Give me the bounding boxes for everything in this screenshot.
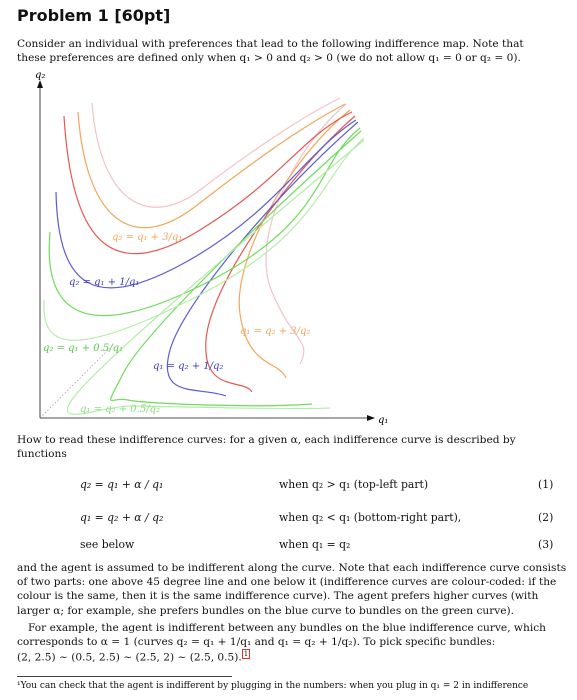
x-axis-arrow bbox=[367, 415, 375, 421]
light-green-lower-curve bbox=[66, 139, 365, 415]
y-axis-arrow bbox=[37, 80, 43, 88]
equation-3-condition: when q₁ = q₂ bbox=[279, 538, 351, 551]
intro-line-2: these preferences are defined only when … bbox=[17, 52, 521, 65]
red-upper-curve bbox=[63, 111, 353, 255]
equation-2-formula: q₁ = q₂ + α / q₂ bbox=[80, 511, 164, 524]
y-axis-label: q₂ bbox=[35, 70, 45, 81]
body-line-4: larger α; for example, she prefers bundl… bbox=[17, 604, 515, 617]
footnote-link[interactable]: 1 bbox=[241, 649, 251, 660]
orange-upper-curve bbox=[77, 103, 346, 229]
green-upper-curve bbox=[48, 127, 361, 316]
example-line-3: (2, 2.5) ~ (0.5, 2.5) ~ (2.5, 2) ~ (2.5,… bbox=[17, 649, 562, 665]
equation-2-number: (2) bbox=[538, 511, 554, 524]
equation-3-formula: see below bbox=[80, 538, 135, 551]
intro-line-1: Consider an individual with preferences … bbox=[17, 38, 524, 50]
how-to-read-line-1: How to read these indifference curves: f… bbox=[17, 434, 516, 446]
blue-lower-curve bbox=[166, 121, 359, 397]
footnote-divider bbox=[17, 676, 232, 677]
how-to-read-line-2: functions bbox=[17, 448, 67, 461]
label-green-lower: q₁ = q₂ + 0.5/q₂ bbox=[80, 404, 160, 415]
indifference-map-figure: q₂ q₁ q₂ = q₁ + 3/q₁ q₂ = q₁ + 1/q₁ q₂ =… bbox=[35, 70, 388, 426]
body-line-2: of two parts: one above 45 degree line a… bbox=[17, 576, 557, 589]
label-orange-lower: q₁ = q₂ + 3/q₂ bbox=[240, 326, 310, 337]
label-blue-upper: q₂ = q₁ + 1/q₁ bbox=[69, 277, 139, 288]
label-orange-upper: q₂ = q₁ + 3/q₁ bbox=[112, 232, 182, 243]
label-blue-lower: q₁ = q₂ + 1/q₂ bbox=[153, 361, 223, 372]
equation-1-formula: q₂ = q₁ + α / q₁ bbox=[80, 478, 164, 491]
pink-lower-curve bbox=[265, 103, 347, 365]
how-to-read-paragraph: How to read these indifference curves: f… bbox=[17, 433, 562, 461]
forty-five-degree-line bbox=[39, 347, 111, 419]
body-line-3: colour is the same, then it is the same … bbox=[17, 590, 539, 603]
equation-3-number: (3) bbox=[538, 538, 554, 551]
equation-3: see below when q₁ = q₂ (3) bbox=[0, 532, 577, 556]
equation-1: q₂ = q₁ + α / q₁ when q₂ > q₁ (top-left … bbox=[0, 472, 577, 496]
label-green-upper: q₂ = q₁ + 0.5/q₁ bbox=[43, 343, 123, 354]
example-paragraph: For example, the agent is indifferent be… bbox=[17, 621, 562, 665]
equation-2: q₁ = q₂ + α / q₂ when q₂ < q₁ (bottom-ri… bbox=[0, 505, 577, 529]
problem-title: Problem 1 [60pt] bbox=[17, 6, 171, 25]
body-line-1: and the agent is assumed to be indiffere… bbox=[17, 562, 567, 574]
light-green-upper-curve bbox=[43, 137, 365, 341]
pink-upper-curve bbox=[91, 97, 341, 208]
x-axis-label: q₁ bbox=[378, 415, 388, 426]
example-line-2: corresponds to α = 1 (curves q₂ = q₁ + 1… bbox=[17, 636, 496, 649]
green-lower-curve bbox=[110, 130, 362, 407]
orange-lower-curve bbox=[238, 109, 351, 379]
example-line-3-text: (2, 2.5) ~ (0.5, 2.5) ~ (2.5, 2) ~ (2.5,… bbox=[17, 651, 242, 664]
equation-1-condition: when q₂ > q₁ (top-left part) bbox=[279, 478, 429, 491]
equation-1-number: (1) bbox=[538, 478, 554, 491]
red-lower-curve bbox=[205, 115, 356, 393]
example-line-1: For example, the agent is indifferent be… bbox=[28, 622, 546, 634]
body-paragraph: and the agent is assumed to be indiffere… bbox=[17, 561, 567, 618]
intro-paragraph: Consider an individual with preferences … bbox=[17, 37, 562, 65]
footnote-text: ¹You can check that the agent is indiffe… bbox=[17, 681, 529, 691]
blue-upper-curve bbox=[55, 119, 357, 289]
equation-2-condition: when q₂ < q₁ (bottom-right part), bbox=[279, 511, 462, 524]
